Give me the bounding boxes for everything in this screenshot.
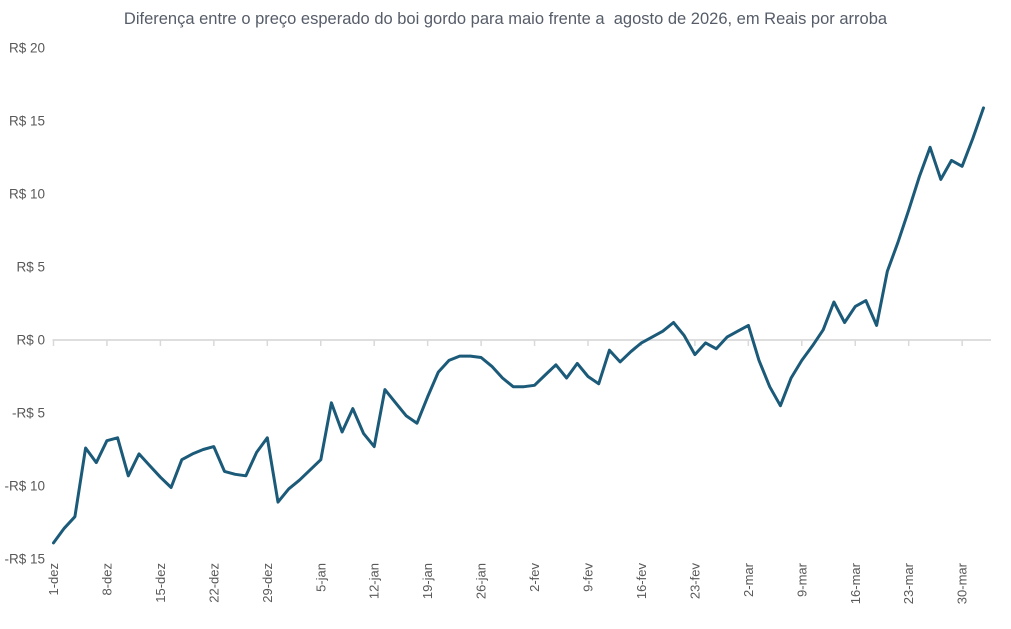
price-difference-line [52,106,985,545]
x-axis-label: 9-mar [794,562,809,597]
x-axis-label: 23-mar [901,562,916,604]
y-axis-label: R$ 20 [9,41,45,56]
x-axis-label: 8-dez [99,563,114,596]
x-axis-label: 15-dez [153,563,168,603]
x-axis-label: 9-fev [581,563,596,592]
y-axis-label: -R$ 5 [12,406,45,421]
x-axis-label: 22-dez [206,563,221,603]
y-axis-label: -R$ 10 [4,479,45,494]
x-axis-label: 1-dez [46,563,61,596]
x-axis-label: 30-mar [955,562,970,604]
x-axis-label: 2-fev [527,563,542,592]
y-axis-label: R$ 15 [9,114,45,129]
x-axis-label: 16-fev [634,563,649,600]
x-axis-label: 26-jan [474,563,489,599]
y-axis-label: R$ 10 [9,187,45,202]
x-axis-label: 2-mar [741,562,756,597]
x-axis-label: 12-jan [367,563,382,599]
y-axis-label: R$ 0 [16,333,45,348]
chart-title: Diferença entre o preço esperado do boi … [123,10,888,28]
y-axis-label: R$ 5 [16,260,45,275]
x-axis-label: 29-dez [260,563,275,603]
x-axis-label: 5-jan [313,563,328,592]
x-axis-label: 16-mar [848,562,863,604]
x-axis-label: 23-fev [687,563,702,600]
y-axis-label: -R$ 15 [4,552,45,567]
x-axis-label: 19-jan [420,563,435,599]
